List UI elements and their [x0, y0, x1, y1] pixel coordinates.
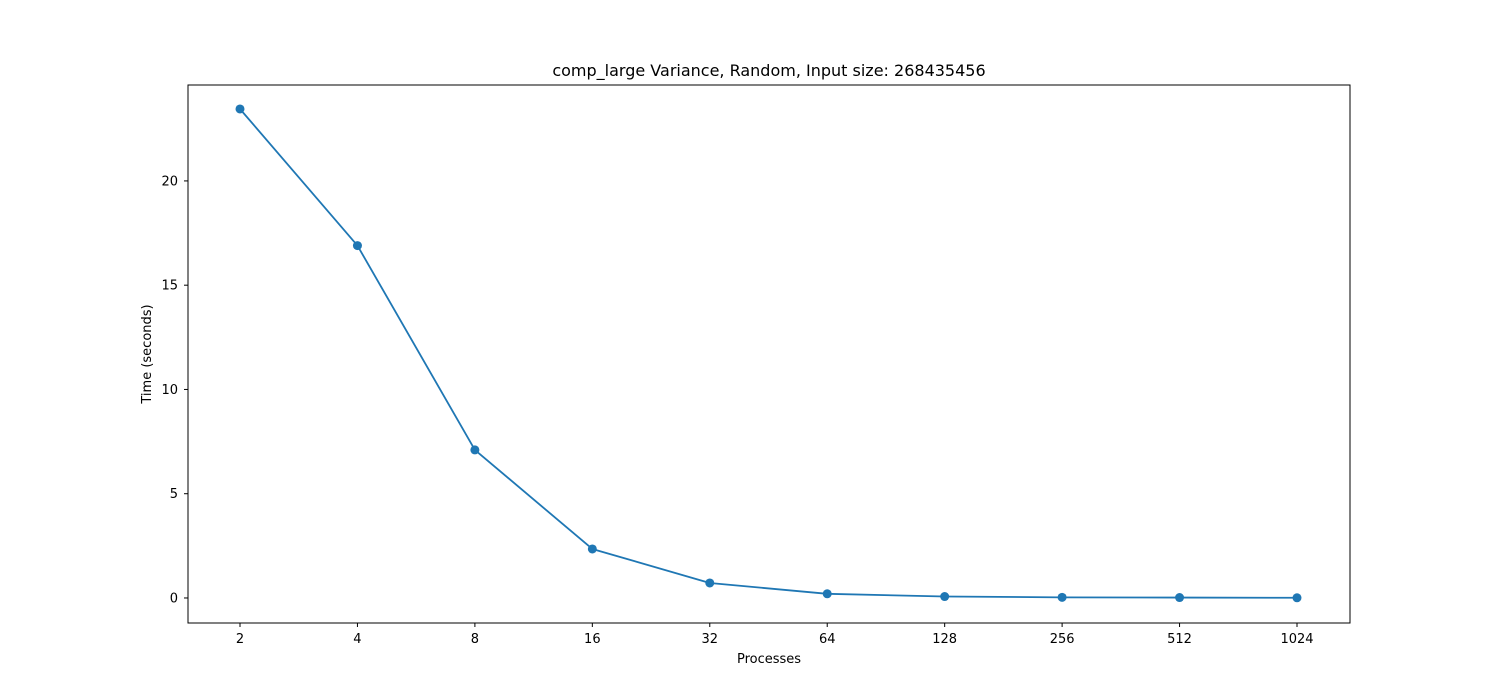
chart-title: comp_large Variance, Random, Input size:… — [552, 61, 985, 81]
x-tick-label: 8 — [471, 632, 479, 647]
data-point — [940, 592, 950, 602]
plot-area: 2 4 8 16 32 64 128 256 512 1024 0 5 10 15 20 — [161, 84, 1351, 647]
x-axis-label: Processes — [737, 652, 801, 667]
y-tick-label: 20 — [161, 174, 178, 189]
y-axis-label: Time (seconds) — [140, 304, 155, 404]
data-point — [1057, 592, 1067, 602]
x-tick-label: 32 — [702, 632, 719, 647]
x-tick-label: 2 — [236, 632, 244, 647]
data-point — [470, 445, 480, 455]
data-point — [822, 589, 832, 599]
y-tick-label: 15 — [161, 279, 178, 294]
data-point — [587, 544, 597, 554]
series-line — [239, 108, 1298, 599]
data-point — [1292, 593, 1302, 603]
data-point — [352, 241, 362, 251]
data-point — [1175, 593, 1185, 603]
data-point — [705, 578, 715, 588]
x-tick-label: 64 — [819, 632, 836, 647]
y-tick-label: 5 — [170, 487, 178, 502]
x-tick-label: 512 — [1167, 632, 1192, 647]
series-layer — [235, 104, 1302, 603]
y-axis: 0 5 10 15 20 — [161, 174, 188, 606]
plot-frame — [187, 84, 1351, 624]
y-tick-label: 10 — [161, 383, 178, 398]
x-tick-label: 16 — [584, 632, 601, 647]
x-tick-label: 128 — [932, 632, 957, 647]
y-tick-label: 0 — [170, 591, 178, 606]
x-tick-label: 1024 — [1280, 632, 1313, 647]
data-point — [235, 104, 245, 114]
x-axis: 2 4 8 16 32 64 128 256 512 1024 — [236, 623, 1314, 647]
x-tick-label: 256 — [1050, 632, 1075, 647]
x-tick-label: 4 — [353, 632, 361, 647]
